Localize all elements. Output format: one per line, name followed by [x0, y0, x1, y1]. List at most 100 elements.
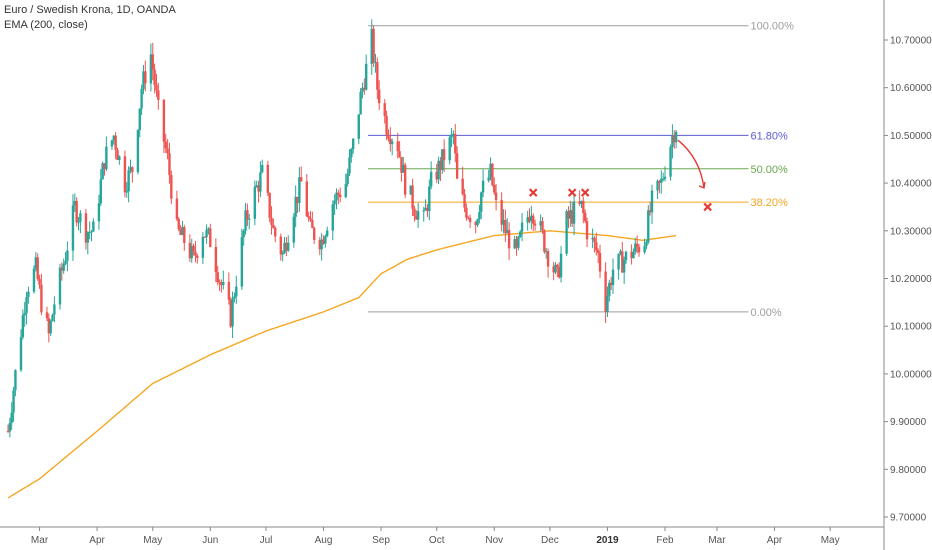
- candle-body: [129, 167, 132, 171]
- candle-body: [75, 201, 78, 223]
- candle-body: [38, 278, 41, 285]
- candle-body: [105, 146, 108, 170]
- candle-body: [311, 220, 314, 229]
- candle-body: [502, 220, 505, 225]
- x-tick-label: Nov: [485, 535, 503, 546]
- candle-body: [203, 236, 206, 238]
- candle-body: [533, 223, 537, 226]
- candle-body: [179, 228, 182, 235]
- candle-body: [554, 264, 557, 273]
- candle-body: [572, 201, 576, 224]
- candle-body: [162, 99, 166, 142]
- candle-body: [231, 298, 234, 327]
- candle-body: [261, 164, 264, 173]
- candle-body: [307, 216, 310, 219]
- candle-body: [110, 140, 114, 147]
- x-marker[interactable]: [567, 188, 577, 197]
- candle-body: [326, 230, 329, 237]
- candle-body: [99, 179, 102, 204]
- candle-body: [530, 215, 533, 222]
- candle-body: [151, 54, 154, 70]
- symbol-title[interactable]: Euro / Swedish Krona, 1D, OANDA: [4, 4, 176, 16]
- y-tick-label: 10.60000: [890, 83, 932, 94]
- candle-body: [97, 203, 101, 222]
- candle-body: [426, 207, 429, 212]
- candle-body: [593, 237, 596, 243]
- candle-body: [112, 135, 115, 141]
- x-tick-label: Aug: [315, 535, 333, 546]
- candle-body: [609, 282, 613, 286]
- candle-body: [25, 297, 28, 314]
- candle-body: [274, 228, 277, 237]
- candle-body: [465, 207, 468, 218]
- candle-body: [294, 196, 297, 217]
- candle-body: [441, 149, 444, 170]
- candle-body: [53, 304, 56, 315]
- candle-body: [318, 240, 321, 250]
- candle-body: [196, 255, 199, 258]
- candle-body: [207, 228, 210, 230]
- candle-body: [257, 185, 260, 192]
- x-tick-label: Oct: [429, 535, 445, 546]
- indicator-label[interactable]: EMA (200, close): [4, 19, 88, 31]
- candle-body: [545, 251, 548, 253]
- candle-body: [569, 210, 572, 219]
- y-tick-label: 10.20000: [890, 274, 932, 285]
- projection-arrow[interactable]: [677, 139, 705, 188]
- candle-body: [390, 141, 394, 145]
- fib-level-label: 50.00%: [751, 164, 789, 176]
- candle-body: [402, 164, 405, 173]
- candle-body: [539, 221, 542, 226]
- candle-body: [49, 320, 52, 334]
- candle-body: [411, 185, 414, 209]
- candle-body: [400, 156, 403, 173]
- candle-body: [272, 224, 275, 229]
- candle-body: [429, 171, 433, 187]
- x-marker[interactable]: [703, 202, 712, 212]
- candle-body: [86, 232, 90, 243]
- candle-body: [248, 218, 251, 220]
- x-marker[interactable]: [528, 188, 538, 197]
- candle-body: [591, 237, 594, 240]
- candle-body: [32, 268, 36, 292]
- candle-body: [645, 242, 648, 247]
- x-marker[interactable]: [580, 188, 590, 197]
- candle-body: [309, 218, 312, 221]
- candle-body: [361, 87, 364, 92]
- candle-body: [34, 257, 38, 269]
- candle-body: [346, 173, 349, 185]
- candle-body: [155, 84, 158, 91]
- candle-body: [528, 217, 531, 222]
- candle-body: [515, 239, 518, 248]
- y-tick-label: 9.80000: [890, 465, 927, 476]
- y-tick-label: 10.30000: [890, 226, 932, 237]
- x-tick-label: Feb: [656, 535, 674, 546]
- candle-body: [233, 296, 236, 299]
- candle-body: [567, 211, 570, 219]
- candle-body: [118, 156, 121, 160]
- candle-body: [279, 236, 283, 255]
- x-tick-label: Dec: [541, 535, 559, 546]
- candle-body: [123, 156, 127, 193]
- candle-body: [669, 146, 672, 177]
- candle-body: [454, 133, 457, 154]
- candle-body: [103, 163, 106, 170]
- candle-body: [480, 192, 483, 212]
- candle-body: [181, 226, 184, 235]
- candle-body: [71, 205, 75, 251]
- candle-body: [541, 221, 544, 231]
- candle-body: [583, 212, 587, 222]
- candle-body: [136, 130, 140, 173]
- candle-body: [372, 28, 375, 63]
- x-tick-label: Sep: [372, 535, 390, 546]
- candle-body: [227, 281, 231, 300]
- candle-body: [240, 237, 244, 287]
- candle-body: [463, 194, 466, 208]
- candle-body: [478, 211, 481, 220]
- candle-body: [244, 210, 247, 231]
- candle-body: [14, 370, 17, 391]
- candle-body: [650, 190, 654, 213]
- candle-body: [630, 251, 633, 259]
